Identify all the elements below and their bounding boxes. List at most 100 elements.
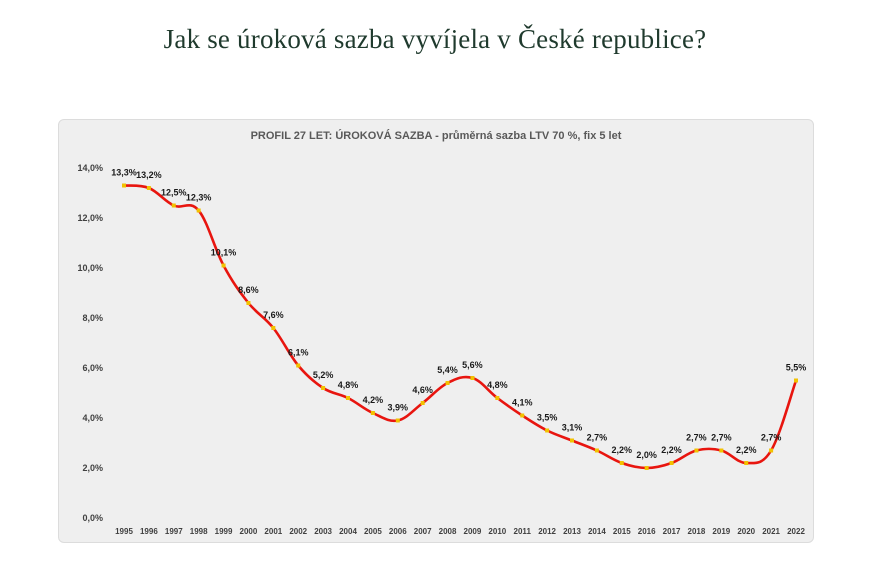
x-tick-label: 2014: [588, 527, 606, 536]
y-tick-label: 4,0%: [82, 413, 103, 423]
x-tick-label: 2015: [613, 527, 631, 536]
data-point: [296, 363, 301, 368]
data-point: [744, 461, 749, 465]
x-tick-label: 2012: [538, 527, 556, 536]
data-point: [271, 326, 276, 330]
data-point: [246, 301, 251, 305]
data-point: [470, 376, 475, 380]
x-tick-label: 2019: [712, 527, 730, 536]
data-point: [196, 208, 201, 213]
y-tick-label: 8,0%: [82, 313, 103, 323]
data-point: [619, 461, 624, 465]
x-tick-label: 2013: [563, 527, 581, 536]
chart-card: PROFIL 27 LET: ÚROKOVÁ SAZBA - průměrná …: [58, 119, 814, 543]
data-label: 2,7%: [761, 433, 782, 443]
x-tick-label: 2001: [264, 527, 282, 536]
x-tick-label: 2002: [289, 527, 307, 536]
data-point: [445, 381, 450, 385]
data-point: [545, 428, 550, 433]
x-tick-label: 2011: [514, 527, 532, 536]
data-label: 3,5%: [537, 413, 558, 423]
data-label: 4,8%: [338, 380, 359, 390]
data-label: 2,7%: [587, 433, 608, 443]
data-labels: 13,3% 13,2% 12,5% 12,3% 10,1% 8,6% 7,6% 6,1% 5,2…: [111, 168, 806, 461]
data-point: [346, 396, 350, 400]
data-point: [495, 396, 500, 400]
data-label: 5,2%: [313, 370, 334, 380]
x-tick-label: 1996: [140, 527, 158, 536]
data-point: [395, 418, 400, 423]
data-label: 3,9%: [388, 403, 409, 413]
data-point: [146, 186, 151, 190]
x-tick-label: 1995: [115, 527, 133, 536]
x-tick-label: 2016: [638, 527, 656, 536]
data-label: 13,3%: [111, 168, 137, 178]
x-tick-label: 2020: [737, 527, 755, 536]
x-tick-label: 2006: [389, 527, 407, 536]
line-chart: PROFIL 27 LET: ÚROKOVÁ SAZBA - průměrná …: [77, 129, 806, 536]
data-point: [221, 263, 226, 268]
data-label: 10,1%: [211, 248, 237, 258]
series-line: [122, 184, 798, 470]
y-tick-label: 6,0%: [82, 363, 103, 373]
data-label: 6,1%: [288, 348, 309, 358]
data-label: 5,4%: [437, 365, 458, 375]
data-point: [669, 461, 674, 465]
y-tick-label: 2,0%: [82, 463, 103, 473]
data-point: [420, 401, 425, 405]
data-label: 2,2%: [612, 445, 633, 455]
data-point: [171, 203, 176, 208]
data-label: 12,5%: [161, 188, 187, 198]
data-point: [769, 448, 774, 453]
data-markers: [122, 183, 798, 470]
data-label: 2,2%: [661, 445, 682, 455]
data-label: 2,2%: [736, 445, 757, 455]
data-label: 4,6%: [412, 385, 433, 395]
x-tick-label: 2000: [240, 527, 258, 536]
data-label: 4,1%: [512, 398, 533, 408]
x-tick-label: 1999: [215, 527, 233, 536]
data-label: 13,2%: [136, 170, 162, 180]
x-tick-label: 2017: [663, 527, 681, 536]
page-title: Jak se úroková sazba vyvíjela v České re…: [163, 24, 707, 54]
x-tick-label: 2003: [314, 527, 332, 536]
y-axis: 0,0% 2,0% 4,0% 6,0% 8,0% 10,0% 12,0% 14,0%: [77, 163, 103, 523]
chart-title: PROFIL 27 LET: ÚROKOVÁ SAZBA - průměrná …: [251, 129, 622, 142]
y-tick-label: 14,0%: [77, 163, 103, 173]
data-label: 4,2%: [363, 395, 384, 405]
data-point: [719, 448, 724, 453]
data-label: 8,6%: [238, 285, 259, 295]
data-label: 7,6%: [263, 310, 284, 320]
x-tick-label: 2004: [339, 527, 357, 536]
x-tick-label: 1998: [190, 527, 208, 536]
y-tick-label: 12,0%: [77, 213, 103, 223]
data-point: [594, 448, 599, 453]
data-label: 2,0%: [636, 450, 657, 460]
data-label: 3,1%: [562, 423, 583, 433]
data-point: [794, 378, 798, 383]
x-tick-label: 2022: [787, 527, 805, 536]
x-tick-label: 2007: [414, 527, 432, 536]
x-tick-label: 1997: [165, 527, 183, 536]
data-label: 5,6%: [462, 360, 483, 370]
data-point: [122, 183, 126, 188]
x-tick-label: 2021: [762, 527, 780, 536]
x-tick-label: 2005: [364, 527, 382, 536]
data-point: [370, 411, 375, 415]
data-label: 12,3%: [186, 193, 212, 203]
x-tick-label: 2009: [464, 527, 482, 536]
y-tick-label: 0,0%: [82, 513, 103, 523]
data-point: [570, 438, 574, 443]
x-tick-label: 2010: [488, 527, 506, 536]
x-tick-label: 2018: [688, 527, 706, 536]
y-tick-label: 10,0%: [77, 263, 103, 273]
x-tick-label: 2008: [439, 527, 457, 536]
data-point: [520, 413, 525, 418]
data-label: 5,5%: [786, 363, 807, 373]
data-point: [694, 448, 699, 453]
data-label: 2,7%: [686, 433, 707, 443]
data-label: 2,7%: [711, 433, 732, 443]
x-axis: 1995 1996 1997 1998 1999 2000 2001 2002 2003 2004…: [115, 527, 805, 536]
data-point: [321, 386, 326, 390]
data-point: [644, 466, 649, 470]
